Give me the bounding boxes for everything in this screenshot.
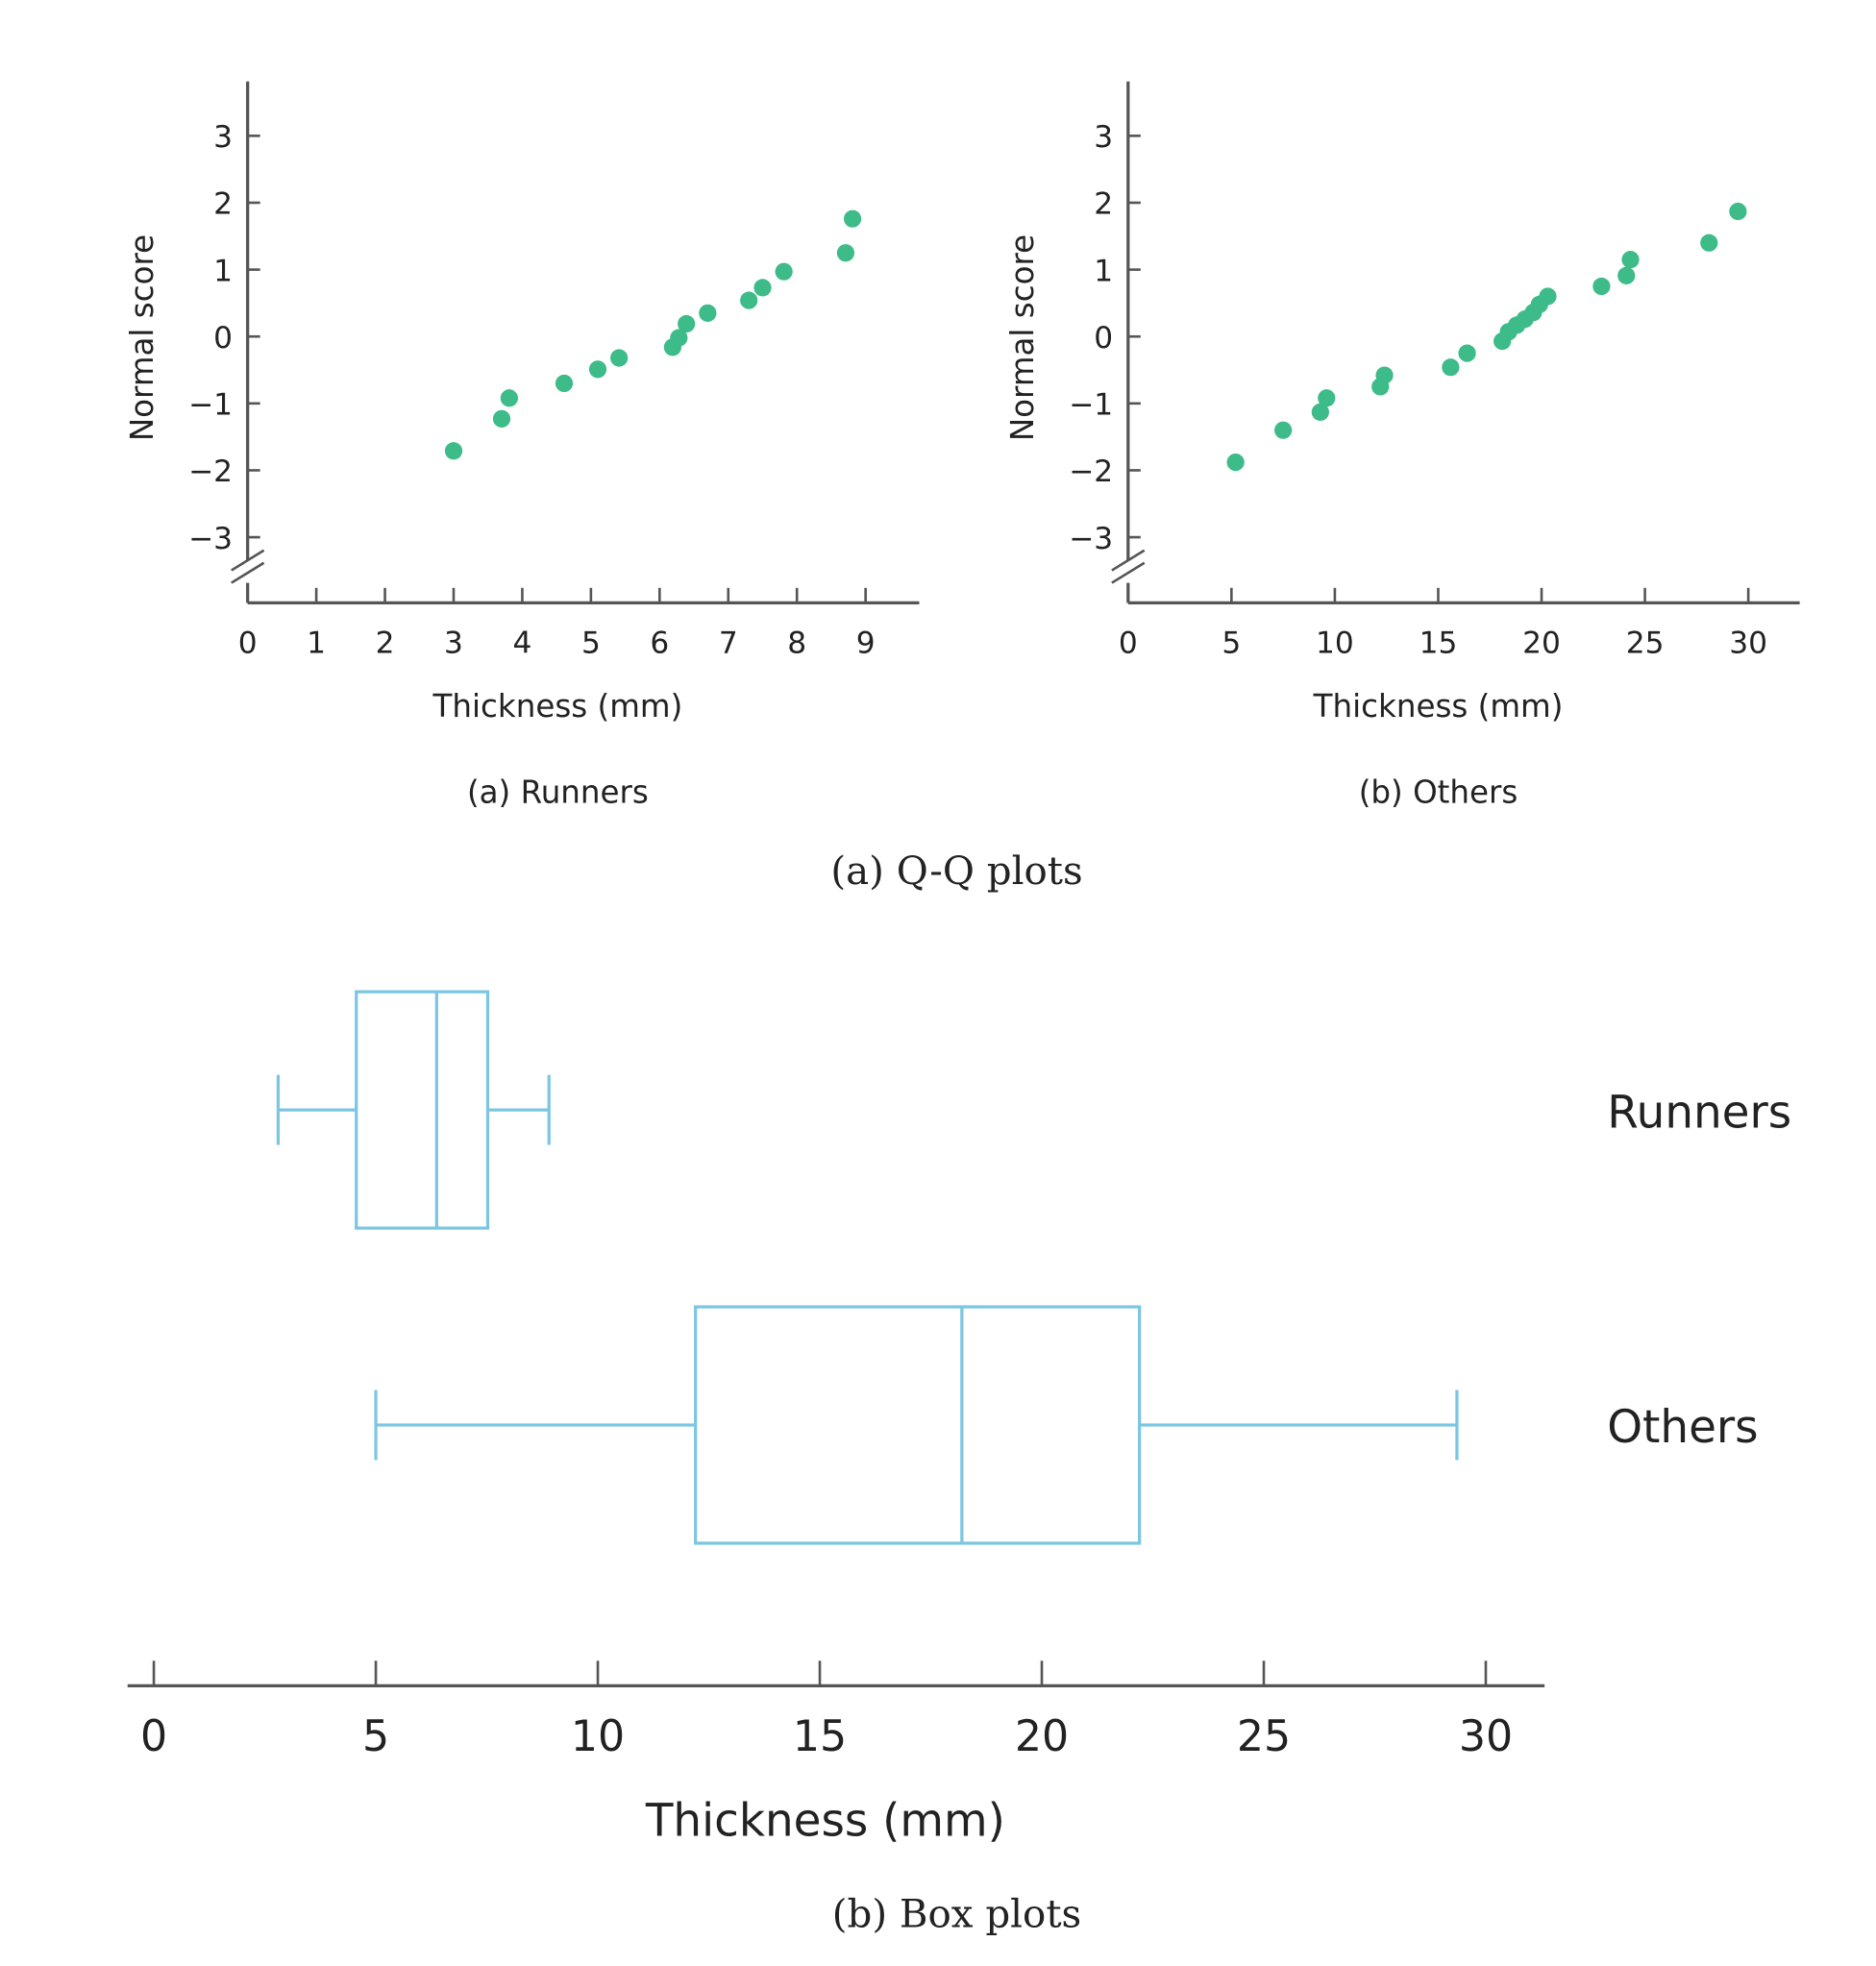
x-tick-label: 9 xyxy=(856,626,876,660)
x-tick-label: 25 xyxy=(1626,626,1665,660)
y-tick-label: −2 xyxy=(1069,455,1113,489)
axis-break-mark xyxy=(231,549,265,572)
x-tick-label: 10 xyxy=(571,1712,625,1761)
data-point xyxy=(670,329,688,347)
y-tick-label: 0 xyxy=(1094,321,1113,356)
y-tick-label: −3 xyxy=(188,522,233,556)
data-point xyxy=(740,291,758,309)
x-tick-label: 20 xyxy=(1522,626,1561,660)
data-point xyxy=(699,304,717,322)
data-point xyxy=(836,244,855,262)
x-axis-label: Thickness (mm) xyxy=(432,688,683,725)
y-axis-label: Normal score xyxy=(1004,234,1041,441)
data-point xyxy=(1458,344,1476,362)
box-plot-others: Others xyxy=(374,1305,1759,1545)
data-point xyxy=(500,389,518,407)
data-point xyxy=(492,409,511,428)
x-axis-label: Thickness (mm) xyxy=(1313,688,1564,725)
x-tick-label: 30 xyxy=(1459,1712,1513,1761)
data-point xyxy=(588,360,607,379)
axis-break-mark xyxy=(1111,549,1146,572)
y-tick-label: −1 xyxy=(188,388,233,423)
box-plot-runners: Runners xyxy=(276,990,1791,1230)
axis-break-mark xyxy=(231,561,265,584)
x-tick-label: 3 xyxy=(444,626,463,660)
data-point xyxy=(1539,287,1557,306)
x-tick-label: 8 xyxy=(787,626,806,660)
x-tick-label: 15 xyxy=(793,1712,847,1761)
y-tick-label: 1 xyxy=(213,254,233,288)
data-point xyxy=(1375,366,1394,384)
y-tick-label: 3 xyxy=(1094,120,1113,155)
y-axis-label: Normal score xyxy=(124,234,160,441)
data-point xyxy=(843,209,862,228)
data-point xyxy=(1226,453,1245,472)
data-point xyxy=(1274,421,1293,439)
data-point xyxy=(753,279,772,297)
series-label: Runners xyxy=(1607,1087,1791,1139)
x-tick-label: 0 xyxy=(140,1712,167,1761)
y-tick-label: 2 xyxy=(213,187,233,222)
qq-caption: (a) Q-Q plots xyxy=(830,848,1082,894)
data-point xyxy=(1729,202,1747,221)
x-axis-label: Thickness (mm) xyxy=(645,1796,1005,1848)
data-point xyxy=(555,374,574,393)
x-tick-label: 25 xyxy=(1237,1712,1291,1761)
box-caption: (b) Box plots xyxy=(832,1892,1081,1937)
x-tick-label: 5 xyxy=(362,1712,389,1761)
data-point xyxy=(610,349,629,367)
y-tick-label: −3 xyxy=(1069,522,1113,556)
data-point xyxy=(775,262,793,281)
box-iqr xyxy=(694,1305,1142,1545)
x-tick-label: 1 xyxy=(307,626,326,660)
data-point xyxy=(1442,358,1460,377)
subplot-title: (a) Runners xyxy=(467,774,649,811)
series-label: Others xyxy=(1607,1402,1758,1454)
data-point xyxy=(1311,403,1329,421)
x-tick-label: 5 xyxy=(581,626,601,660)
box-iqr xyxy=(355,990,490,1230)
axis-break-mark xyxy=(1111,561,1146,584)
x-tick-label: 10 xyxy=(1316,626,1354,660)
x-tick-label: 0 xyxy=(1119,626,1138,660)
x-tick-label: 30 xyxy=(1729,626,1767,660)
data-point xyxy=(1318,389,1336,407)
y-tick-label: −2 xyxy=(188,455,233,489)
data-point xyxy=(1700,233,1718,252)
y-tick-label: 3 xyxy=(213,120,233,155)
data-point xyxy=(1617,266,1636,284)
x-tick-label: 2 xyxy=(376,626,395,660)
x-tick-label: 7 xyxy=(719,626,738,660)
x-tick-label: 5 xyxy=(1222,626,1241,660)
qq-plot-runners: 3 2 1 0 −1 −2 −3 0 1 2 3 4 5 6 7 8 9 Thickness (mm) Normal… xyxy=(124,81,920,811)
x-tick-label: 6 xyxy=(650,626,669,660)
y-tick-label: 2 xyxy=(1094,187,1113,222)
y-tick-label: 0 xyxy=(213,321,233,356)
y-tick-label: −1 xyxy=(1069,388,1113,423)
box-plots: 0 5 10 15 20 25 30 Thickness (mm) Runners Others xyxy=(127,990,1791,1848)
x-tick-label: 20 xyxy=(1015,1712,1069,1761)
x-tick-label: 4 xyxy=(512,626,531,660)
data-point xyxy=(678,314,696,333)
data-point xyxy=(1592,277,1611,296)
x-tick-label: 15 xyxy=(1419,626,1458,660)
y-tick-label: 1 xyxy=(1094,254,1113,288)
data-point xyxy=(444,442,463,460)
data-point xyxy=(1621,251,1640,269)
x-tick-label: 0 xyxy=(238,626,258,660)
subplot-title: (b) Others xyxy=(1359,774,1518,811)
